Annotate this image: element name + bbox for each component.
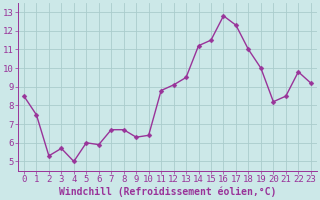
X-axis label: Windchill (Refroidissement éolien,°C): Windchill (Refroidissement éolien,°C) [59,187,276,197]
